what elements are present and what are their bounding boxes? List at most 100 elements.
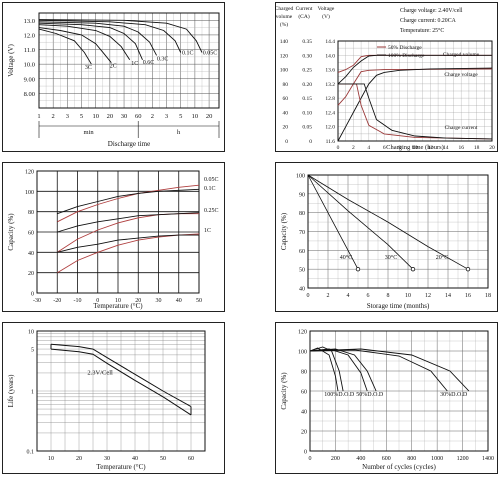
x-tick-label: 3 bbox=[165, 113, 168, 120]
x-tick-label: 2 bbox=[52, 113, 55, 120]
x-tick-label: 10 bbox=[412, 145, 418, 151]
x-tick-label: 20 bbox=[206, 113, 213, 120]
x-tick-label: 12 bbox=[428, 145, 434, 151]
y-tick-label: 100 bbox=[296, 174, 305, 180]
series-label-30-c: 30°C bbox=[385, 254, 397, 261]
x-tick-label: 4 bbox=[347, 293, 350, 299]
discharge-curve-0-3c bbox=[38, 21, 157, 56]
x-axis-label: Temperature (°C) bbox=[93, 302, 143, 310]
endpoint-marker bbox=[355, 266, 361, 272]
y-axis-label: Life (years) bbox=[7, 374, 15, 408]
x-tick-label: -20 bbox=[53, 298, 61, 304]
x-tick-label: 16 bbox=[465, 293, 471, 299]
x-tick-label: 1400 bbox=[482, 456, 494, 462]
axis-header: volume bbox=[276, 14, 293, 20]
x-tick-label: 10 bbox=[115, 298, 121, 304]
y-tick-label: 100 bbox=[298, 350, 307, 356]
storage-chart-panel: 40 50 60 70 80 90 100 0 2 4 6 8 10 12 14 16 18 Capacity (… bbox=[275, 162, 498, 312]
y-tick-label: 40 bbox=[299, 287, 305, 293]
x-tick-label: 2 bbox=[327, 293, 330, 299]
cycle-curve-50-d-o-d-a bbox=[309, 348, 377, 392]
current-tick: 0.30 bbox=[302, 53, 312, 59]
charged-volume-tick: 100 bbox=[280, 68, 289, 74]
storage-curve-40-c bbox=[307, 174, 359, 270]
storage-chart: 40 50 60 70 80 90 100 0 2 4 6 8 10 12 14 16 18 Capacity (… bbox=[280, 174, 491, 311]
current-tick: 0.25 bbox=[302, 68, 312, 74]
cycle-curve-100-d-o-d-b bbox=[309, 347, 339, 392]
y-tick-label: 9.00 bbox=[24, 76, 35, 83]
y-tick-label: 5 bbox=[31, 348, 34, 354]
y-tick-label: 20 bbox=[301, 430, 307, 436]
cycle-curve-30-d-o-d-a bbox=[309, 348, 470, 392]
x-group-label-min: min bbox=[84, 129, 95, 136]
discharge-curve-3c bbox=[38, 28, 92, 65]
charged-volume-tick: 140 bbox=[280, 39, 289, 45]
x-tick-label: 16 bbox=[458, 145, 464, 151]
x-tick-label: 14 bbox=[443, 145, 449, 151]
charged-volume-tick: 20 bbox=[283, 125, 289, 131]
axis-header: Voltage bbox=[318, 6, 335, 12]
x-tick-label: 3 bbox=[66, 113, 69, 120]
x-tick-label: 50 bbox=[160, 456, 166, 462]
plot-frame bbox=[307, 174, 489, 289]
axis-header: (CA) bbox=[298, 13, 309, 20]
annotation-charge-current: Charge current bbox=[445, 125, 478, 131]
charged-volume-tick: 120 bbox=[280, 53, 289, 59]
x-tick-label: 12 bbox=[425, 293, 431, 299]
chart-note: Charge current: 0.20CA bbox=[400, 18, 457, 24]
x-tick-label: 600 bbox=[382, 456, 391, 462]
y-tick-label: 90 bbox=[299, 192, 305, 198]
x-tick-label: 2 bbox=[151, 113, 154, 120]
capacity-curve-0-1c-1 bbox=[57, 188, 200, 215]
x-axis-label: Charging time (hours) bbox=[386, 144, 444, 151]
x-tick-label: 20 bbox=[107, 113, 114, 120]
voltage-tick: 14.0 bbox=[325, 53, 335, 59]
charging-chart-panel: Charged volume (%) Current (CA) Voltage (V) 0 20… bbox=[275, 2, 498, 152]
life-chart-panel: 0.1 1 5 10 10 20 30 40 50 60 Life (years) Temperatu… bbox=[2, 322, 225, 474]
x-tick-label: 10 bbox=[92, 113, 99, 120]
x-tick-label: 400 bbox=[356, 456, 365, 462]
x-tick-label: 1200 bbox=[457, 456, 469, 462]
x-tick-label: 2 bbox=[352, 145, 355, 151]
plot-frame bbox=[337, 40, 493, 142]
y-tick-label: 80 bbox=[299, 211, 305, 217]
annotation-voltage-per-cell: 2.3V/Cell bbox=[87, 369, 113, 376]
voltage-tick: 13.6 bbox=[325, 68, 335, 74]
x-group-label-h: h bbox=[177, 129, 181, 136]
x-tick-label: 20 bbox=[76, 456, 82, 462]
charged-volume-tick: 0 bbox=[285, 139, 288, 145]
series-label-30-d-o-d: 30%D.O.D bbox=[440, 392, 468, 398]
x-tick-label: 0 bbox=[337, 145, 340, 151]
y-tick-label: 60 bbox=[299, 249, 305, 255]
discharge-curve-2c bbox=[38, 27, 112, 63]
series-label-1c: 1C bbox=[204, 228, 211, 234]
y-tick-label: 120 bbox=[25, 170, 34, 176]
discharge-curve-0-05c bbox=[38, 19, 203, 53]
charged-volume-tick: 80 bbox=[283, 82, 289, 88]
y-tick-label: 40 bbox=[301, 410, 307, 416]
y-tick-label: 0.1 bbox=[27, 450, 35, 456]
charging-curve-50-discharge-charged-volume bbox=[337, 68, 493, 106]
series-label-100-d-o-d: 100%D.O.D bbox=[324, 392, 355, 398]
series-label-0-25c: 0.25C bbox=[204, 208, 219, 214]
charged-volume-tick: 60 bbox=[283, 96, 289, 102]
x-tick-label: 200 bbox=[331, 456, 340, 462]
current-tick: 0.15 bbox=[302, 96, 312, 102]
charging-curve-100-discharge-charge-current bbox=[338, 83, 493, 140]
y-tick-label: 13.0 bbox=[24, 18, 35, 25]
voltage-tick: 14.4 bbox=[325, 39, 335, 45]
axis-header: (%) bbox=[280, 21, 288, 28]
x-tick-label: 1 bbox=[37, 113, 40, 120]
x-tick-label: 60 bbox=[188, 456, 194, 462]
series-label-50-d-o-d: 50%D.O.D bbox=[356, 392, 384, 398]
y-tick-label: 8.00 bbox=[24, 91, 35, 98]
x-tick-label: 0 bbox=[309, 456, 312, 462]
x-tick-label: -10 bbox=[74, 298, 82, 304]
series-label-0-1c: 0.1C bbox=[204, 186, 216, 192]
x-tick-label: 30 bbox=[121, 113, 128, 120]
y-tick-label: 0 bbox=[304, 450, 307, 456]
x-tick-label: 5 bbox=[179, 113, 182, 120]
x-tick-label: 40 bbox=[132, 456, 138, 462]
current-tick: 0.20 bbox=[302, 82, 312, 88]
